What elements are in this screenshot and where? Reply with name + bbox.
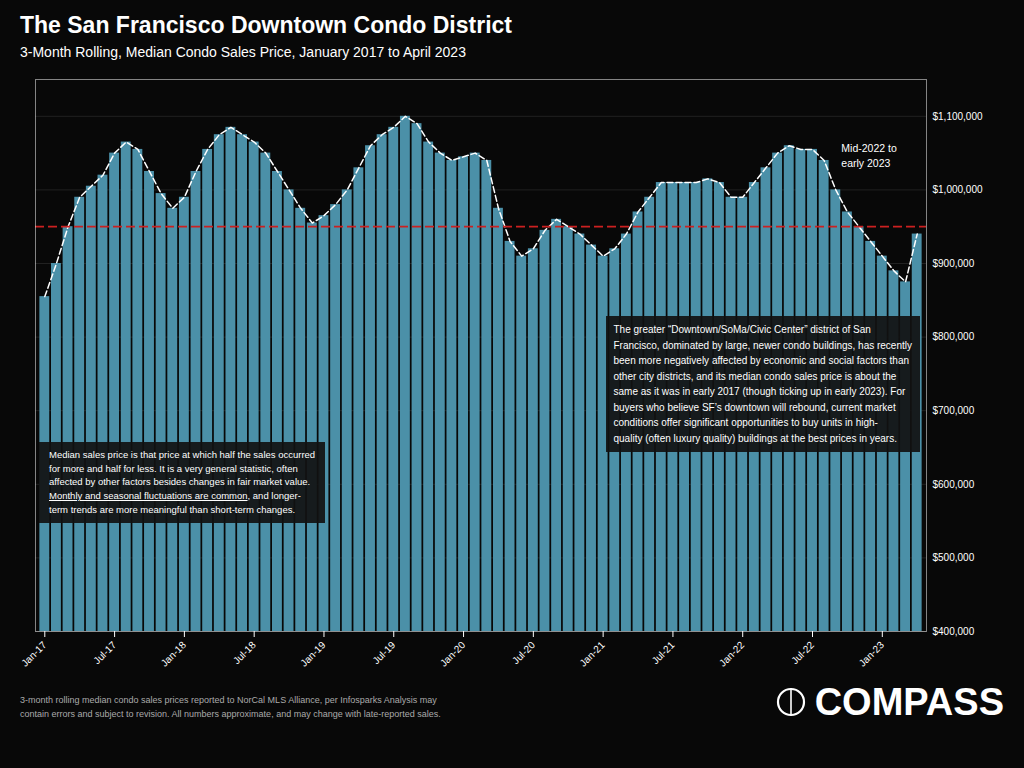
svg-text:$600,000: $600,000 [933, 479, 975, 490]
svg-text:$800,000: $800,000 [933, 331, 975, 342]
html-text:Median sales price is that pri: Median sales price is that price at whic… [49, 448, 316, 488]
svg-text:Jul-21: Jul-21 [650, 639, 677, 666]
svg-text:Jul-18: Jul-18 [231, 639, 258, 666]
html-text:3-Month Rolling, Median Condo: 3-Month Rolling, Median Condo Sales Pric… [20, 43, 466, 60]
svg-text:$1,100,000: $1,100,000 [933, 111, 983, 122]
svg-text:$400,000: $400,000 [933, 626, 975, 637]
svg-text:Jul-19: Jul-19 [370, 639, 397, 666]
svg-text:Jan-18: Jan-18 [159, 639, 189, 669]
html-text:term trends are more meaningfu: term trends are more meaningful than sho… [49, 503, 296, 515]
svg-text:Jul-22: Jul-22 [789, 639, 816, 666]
html-text:3-month rolling median condo s: 3-month rolling median condo sales price… [20, 695, 441, 719]
html-text:COMPASS: COMPASS [814, 681, 1004, 724]
svg-text:$500,000: $500,000 [933, 552, 975, 563]
html-text:The San Francisco Downtown Con: The San Francisco Downtown Condo Distric… [20, 12, 512, 38]
svg-text:Jan-20: Jan-20 [438, 639, 468, 669]
svg-text:$700,000: $700,000 [933, 405, 975, 416]
svg-text:Jan-17: Jan-17 [20, 639, 49, 669]
svg-text:Jan-23: Jan-23 [857, 639, 887, 669]
svg-text:Jul-20: Jul-20 [510, 639, 537, 666]
svg-text:Jan-19: Jan-19 [298, 639, 328, 669]
svg-text:$1,000,000: $1,000,000 [933, 184, 983, 195]
html-text:Monthly and seasonal fluctuati: Monthly and seasonal fluctuations are co… [49, 490, 301, 501]
svg-text:Jul-17: Jul-17 [91, 639, 118, 666]
html-text:Mid-2022 to early 2023: Mid-2022 to early 2023 [841, 142, 897, 170]
svg-text:$900,000: $900,000 [933, 258, 975, 269]
svg-text:Jan-22: Jan-22 [717, 639, 747, 669]
svg-text:Jan-21: Jan-21 [577, 639, 607, 669]
html-text:The greater “Downtown/SoMa/Civ: The greater “Downtown/SoMa/Civic Center”… [613, 324, 912, 444]
